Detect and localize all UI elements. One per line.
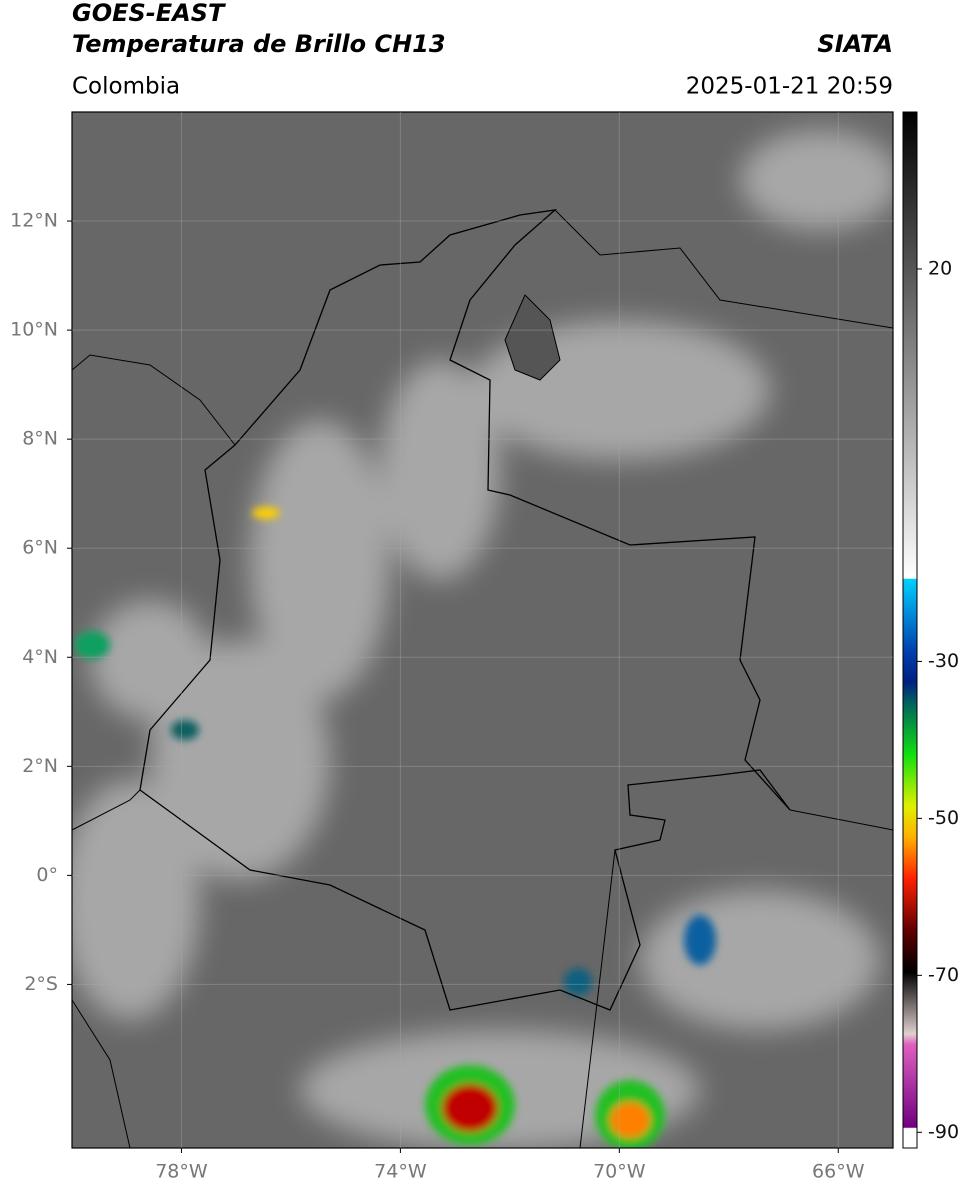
y-tick-label: 12°N	[10, 210, 58, 232]
colorbar	[902, 111, 918, 1149]
y-tick-label: 10°N	[10, 319, 58, 341]
y-tick-label: 2°N	[22, 755, 58, 777]
colorbar-label: -30	[928, 650, 959, 672]
colorbar-label: -70	[928, 964, 959, 986]
product: Temperatura de Brillo CH13	[72, 30, 446, 58]
datetime: 2025-01-21 20:59	[686, 74, 893, 100]
y-tick-label: 6°N	[22, 537, 58, 559]
colorbar-label: -50	[928, 807, 959, 829]
region: Colombia	[72, 74, 180, 100]
y-tick-label: 0°	[36, 864, 58, 886]
x-tick-label: 70°W	[593, 1161, 646, 1183]
map-frame	[71, 111, 894, 1149]
y-tick-label: 2°S	[24, 973, 58, 995]
satellite-image	[72, 112, 893, 1148]
x-tick-label: 78°W	[155, 1161, 208, 1183]
y-tick-label: 4°N	[22, 646, 58, 668]
colorbar-label: -90	[928, 1121, 959, 1143]
y-tick-label: 8°N	[22, 428, 58, 450]
x-tick-label: 74°W	[374, 1161, 427, 1183]
source: GOES-EAST	[72, 0, 226, 27]
x-tick-label: 66°W	[812, 1161, 865, 1183]
colorbar-label: 20	[928, 257, 952, 279]
agency: SIATA	[817, 30, 893, 58]
